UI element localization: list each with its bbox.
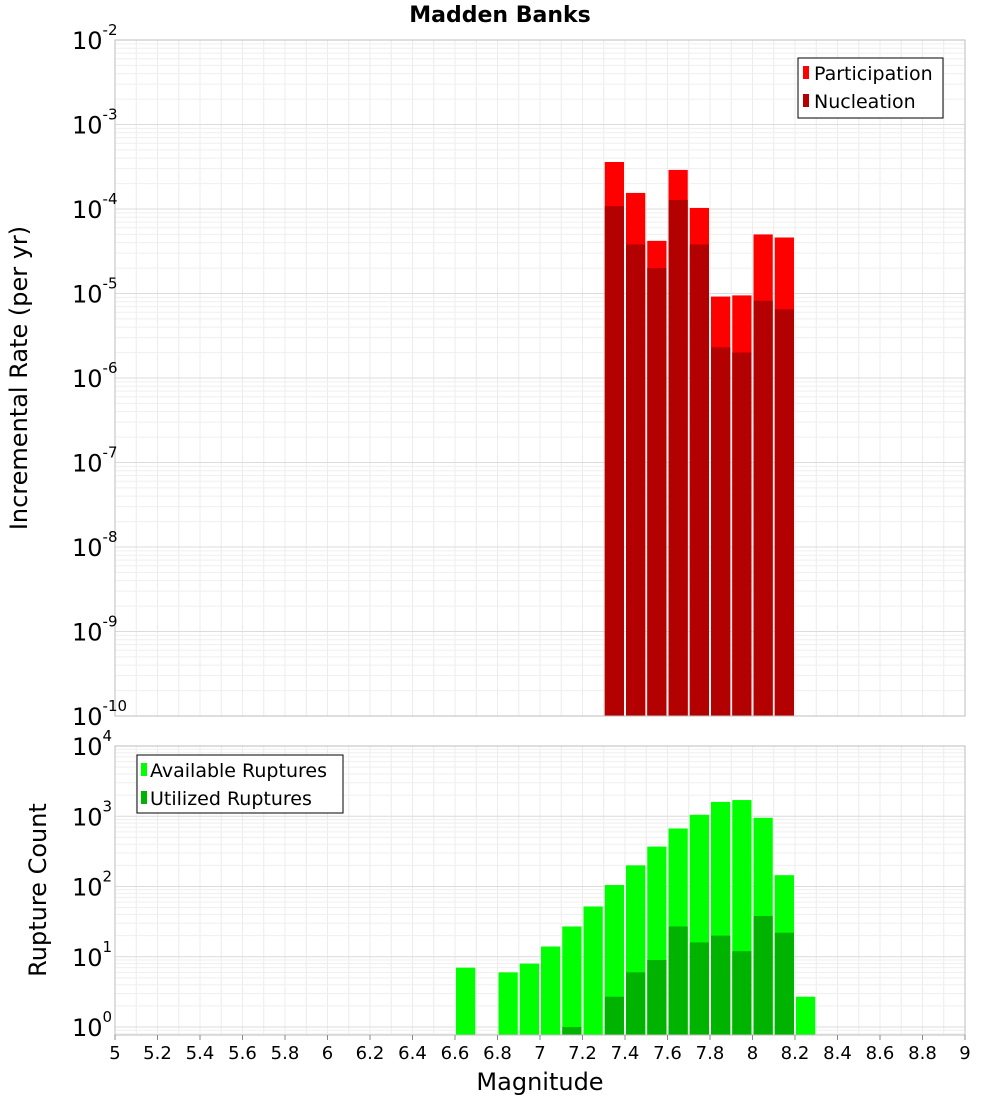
x-tick-label: 5.2 — [143, 1043, 172, 1064]
bottom-y-axis-label: Rupture Count — [24, 803, 52, 977]
top-y-tick-label: 10-3 — [72, 106, 118, 140]
x-tick-label: 8 — [747, 1043, 758, 1064]
bottom-bar-utilized-ruptures — [711, 935, 731, 1035]
top-legend: Participation Nucleation — [797, 57, 944, 119]
grid-layer — [114, 39, 966, 1035]
top-y-tick-label: 10-4 — [72, 190, 118, 224]
x-tick-label: 6.2 — [356, 1043, 385, 1064]
x-tick-label: 7.4 — [611, 1043, 640, 1064]
top-y-tick-label: 10-6 — [72, 359, 118, 393]
top-bar-nucleation — [732, 352, 752, 716]
top-y-tick-label: 10-5 — [72, 275, 118, 309]
top-plot-frame — [114, 39, 966, 717]
bottom-legend: Available Ruptures Utilized Ruptures — [136, 754, 344, 814]
bottom-bar-available-ruptures — [519, 963, 539, 1035]
x-tick-label: 5.6 — [228, 1043, 257, 1064]
x-tick-label: 8.6 — [866, 1043, 895, 1064]
bottom-bar-available-ruptures — [562, 926, 582, 1035]
bottom-y-tick-label: 104 — [72, 727, 112, 761]
top-y-axis-label: Incremental Rate (per yr) — [5, 226, 33, 530]
tick-layer: 10-10 10-9 10-8 10-7 10-6 10-5 10-4 10-3 10-2 100… — [72, 21, 971, 1064]
x-tick-label: 5 — [109, 1043, 120, 1064]
legend-label-participation: Participation — [814, 63, 933, 85]
legend-label-nucleation: Nucleation — [814, 91, 916, 113]
top-y-tick-label: 10-7 — [72, 444, 118, 478]
x-tick-label: 8.2 — [781, 1043, 810, 1064]
top-legend-box — [797, 57, 944, 119]
top-bar-nucleation — [604, 206, 624, 716]
top-y-tick-label: 10-9 — [72, 613, 118, 647]
top-bar-nucleation — [753, 300, 773, 716]
bottom-bar-utilized-ruptures — [774, 932, 794, 1035]
bottom-bar-available-ruptures — [796, 996, 816, 1035]
top-y-tick-label: 10-10 — [72, 697, 127, 731]
legend-swatch-available — [141, 763, 147, 776]
bottom-bar-available-ruptures — [498, 972, 518, 1035]
top-bar-nucleation — [668, 199, 688, 717]
x-tick-label: 6 — [322, 1043, 333, 1064]
bottom-y-tick-label: 101 — [72, 938, 112, 972]
bottom-bar-available-ruptures — [541, 946, 561, 1035]
x-tick-label: 8.4 — [823, 1043, 852, 1064]
bottom-bar-available-ruptures — [583, 906, 603, 1035]
top-bar-nucleation — [647, 268, 667, 716]
bar-layer — [456, 161, 816, 1035]
bottom-bar-utilized-ruptures — [753, 916, 773, 1035]
bottom-y-tick-label: 100 — [72, 1008, 112, 1042]
x-tick-label: 5.8 — [271, 1043, 300, 1064]
bottom-bar-utilized-ruptures — [604, 996, 624, 1035]
x-tick-label: 6.8 — [483, 1043, 512, 1064]
bottom-y-tick-label: 103 — [72, 797, 112, 831]
top-bar-nucleation — [774, 309, 794, 716]
chart-title: Madden Banks — [409, 3, 590, 28]
bottom-bar-utilized-ruptures — [562, 1027, 582, 1035]
x-tick-label: 8.8 — [908, 1043, 937, 1064]
top-bar-nucleation — [711, 347, 731, 716]
legend-label-available: Available Ruptures — [150, 760, 327, 782]
x-axis-label: Magnitude — [476, 1068, 603, 1096]
x-tick-label: 6.6 — [441, 1043, 470, 1064]
legend-swatch-nucleation — [803, 94, 809, 107]
x-tick-label: 5.4 — [186, 1043, 215, 1064]
bottom-bar-available-ruptures — [456, 967, 476, 1035]
x-tick-label: 9 — [959, 1043, 970, 1064]
top-bar-nucleation — [626, 244, 646, 716]
x-tick-label: 7.8 — [696, 1043, 725, 1064]
bottom-bar-utilized-ruptures — [626, 972, 646, 1035]
top-y-tick-label: 10-2 — [72, 21, 118, 55]
bottom-bar-utilized-ruptures — [668, 926, 688, 1035]
top-y-tick-label: 10-8 — [72, 528, 118, 562]
bottom-bar-utilized-ruptures — [689, 942, 709, 1035]
bottom-bar-utilized-ruptures — [732, 951, 752, 1035]
legend-swatch-participation — [803, 66, 809, 79]
bottom-y-tick-label: 102 — [72, 868, 112, 902]
x-tick-label: 7.2 — [568, 1043, 597, 1064]
x-tick-label: 6.4 — [398, 1043, 427, 1064]
bottom-bar-utilized-ruptures — [647, 959, 667, 1035]
x-tick-label: 7 — [534, 1043, 545, 1064]
legend-swatch-utilized — [141, 791, 147, 804]
x-tick-label: 7.6 — [653, 1043, 682, 1064]
top-bar-nucleation — [689, 244, 709, 716]
bottom-legend-box — [136, 754, 344, 814]
legend-label-utilized: Utilized Ruptures — [150, 788, 312, 810]
